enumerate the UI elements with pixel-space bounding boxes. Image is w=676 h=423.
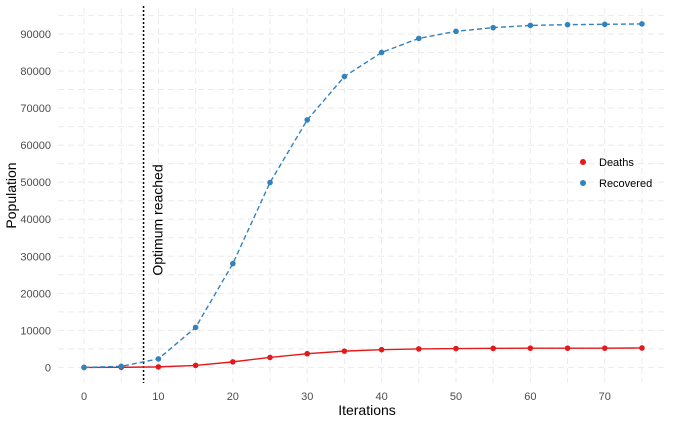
data-point-recovered xyxy=(230,260,236,267)
data-point-recovered xyxy=(341,73,348,80)
optimum-label: Optimum reached xyxy=(150,164,166,275)
data-point-recovered xyxy=(453,28,459,35)
y-tick-label: 40000 xyxy=(20,214,51,226)
x-tick-label: 20 xyxy=(227,391,239,403)
x-tick-label: 10 xyxy=(152,391,164,403)
data-point-recovered xyxy=(601,21,608,28)
x-tick-label: 30 xyxy=(301,391,313,403)
data-point-deaths xyxy=(564,345,571,351)
data-point-recovered xyxy=(378,49,385,56)
data-point-recovered xyxy=(192,324,199,331)
y-tick-label: 30000 xyxy=(20,251,51,263)
data-point-deaths xyxy=(230,359,236,365)
series-line-deaths xyxy=(84,347,642,369)
legend-label-deaths: Deaths xyxy=(599,157,634,169)
y-axis-title: Population xyxy=(3,162,19,228)
data-point-recovered xyxy=(155,356,162,362)
data-point-deaths xyxy=(341,348,348,354)
y-tick-label: 0 xyxy=(45,362,51,374)
x-tick-label: 60 xyxy=(524,391,536,403)
y-tick-label: 20000 xyxy=(20,288,51,300)
x-tick-label: 50 xyxy=(450,391,462,403)
data-point-deaths xyxy=(304,350,311,357)
x-tick-label: 70 xyxy=(599,391,611,403)
data-point-recovered xyxy=(304,117,311,123)
grid xyxy=(58,8,668,383)
legend-key-deaths xyxy=(580,159,586,165)
data-point-deaths xyxy=(415,346,422,352)
data-point-deaths xyxy=(453,345,459,352)
x-tick-label: 40 xyxy=(375,391,387,403)
data-point-recovered xyxy=(564,21,571,28)
data-point-deaths xyxy=(378,346,385,353)
y-tick-label: 70000 xyxy=(20,103,51,115)
y-tick-label: 90000 xyxy=(20,29,51,41)
y-tick-label: 10000 xyxy=(20,325,51,337)
data-point-deaths xyxy=(639,345,645,351)
data-point-deaths xyxy=(490,345,496,352)
data-point-recovered xyxy=(81,364,87,371)
legend: Deaths Recovered xyxy=(580,157,652,190)
data-point-deaths xyxy=(601,345,608,351)
data-point-deaths xyxy=(267,354,273,361)
y-tick-label: 80000 xyxy=(20,66,51,78)
series-line-recovered xyxy=(84,23,642,369)
legend-label-recovered: Recovered xyxy=(599,178,652,190)
data-point-deaths xyxy=(527,345,534,351)
data-point-deaths xyxy=(155,364,162,370)
series xyxy=(81,21,645,371)
data-point-recovered xyxy=(415,35,422,42)
x-axis-title: Iterations xyxy=(338,402,396,418)
data-point-recovered xyxy=(118,363,125,370)
annotations: Optimum reached xyxy=(142,6,166,383)
data-point-recovered xyxy=(527,22,534,29)
axes: 0 10 20 30 40 50 60 70 0 10000 20000 30000 40000 5000… xyxy=(20,29,610,403)
y-tick-label: 50000 xyxy=(20,177,51,189)
x-tick-label: 0 xyxy=(81,391,87,403)
data-point-recovered xyxy=(639,21,645,27)
data-point-deaths xyxy=(192,362,199,369)
legend-key-recovered xyxy=(580,180,586,186)
data-point-recovered xyxy=(267,179,273,186)
y-tick-label: 60000 xyxy=(20,140,51,152)
data-point-recovered xyxy=(490,24,496,31)
